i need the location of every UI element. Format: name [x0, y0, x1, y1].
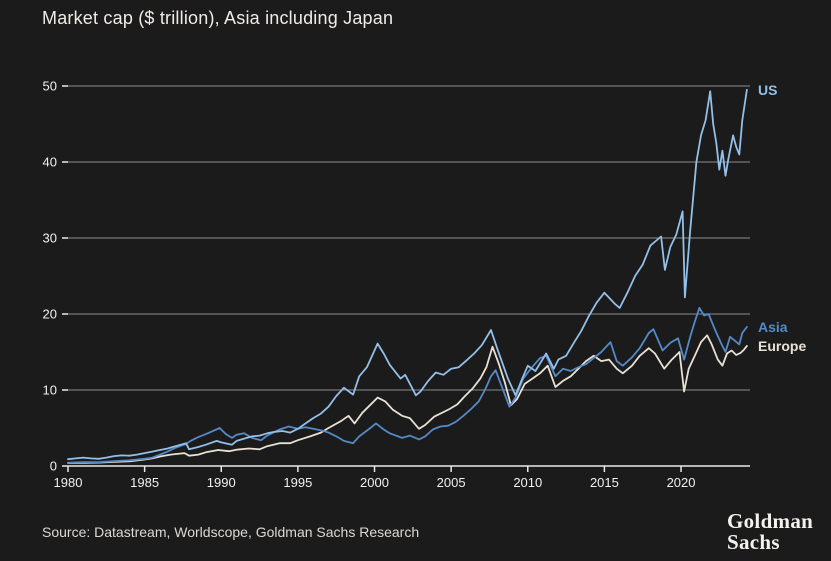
series-label-europe: Europe	[758, 338, 806, 354]
x-tick-label: 2005	[437, 475, 466, 490]
y-tick-label: 20	[43, 307, 57, 322]
goldman-sachs-logo: Goldman Sachs	[727, 509, 814, 555]
y-tick-label: 10	[43, 383, 57, 398]
series-line-asia	[67, 307, 748, 464]
y-tick-label: 0	[50, 459, 57, 474]
x-tick-label: 1990	[207, 475, 236, 490]
x-tick-label: 1995	[283, 475, 312, 490]
x-tick-label: 2010	[513, 475, 542, 490]
y-tick-label: 50	[43, 79, 57, 94]
x-tick-label: 2015	[590, 475, 619, 490]
page-title: Market cap ($ trillion), Asia including …	[42, 8, 394, 28]
x-tick-label: 2020	[667, 475, 696, 490]
x-tick-label: 1980	[54, 475, 83, 490]
series-line-us	[67, 88, 748, 461]
goldman-sachs-logo-line1: Goldman	[727, 509, 814, 533]
series-label-asia: Asia	[758, 319, 788, 335]
x-tick-label: 2000	[360, 475, 389, 490]
series-label-us: US	[758, 82, 777, 98]
source-note: Source: Datastream, Worldscope, Goldman …	[42, 524, 420, 540]
x-tick-label: 1985	[130, 475, 159, 490]
y-tick-label: 40	[43, 155, 57, 170]
y-tick-label: 30	[43, 231, 57, 246]
series-line-europe	[67, 334, 748, 464]
goldman-sachs-logo-line2: Sachs	[727, 530, 780, 555]
